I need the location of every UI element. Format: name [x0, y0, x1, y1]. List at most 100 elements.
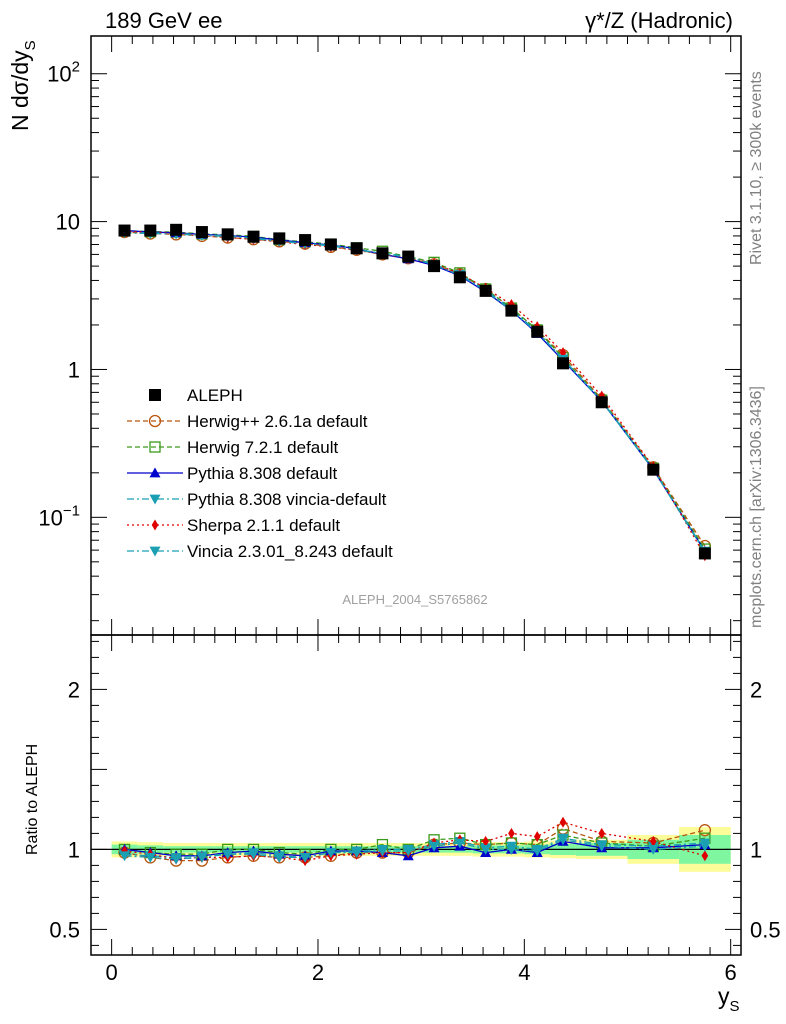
data-point	[557, 357, 570, 370]
ratio-uncertainty-band	[91, 827, 741, 872]
x-axis-title-sub: S	[730, 998, 740, 1015]
data-point	[647, 463, 660, 476]
main-y-tick-base: 10	[38, 505, 62, 530]
ratio-point-sherpa	[650, 835, 657, 847]
x-tick-label: 6	[725, 960, 737, 985]
plot-title-right: γ*/Z (Hadronic)	[585, 8, 733, 33]
data-point	[402, 250, 415, 263]
ratio-point-vincia	[248, 849, 259, 860]
analysis-label: ALEPH_2004_S5765862	[342, 592, 487, 607]
ratio-point-vincia	[596, 841, 608, 852]
data-point	[144, 224, 157, 237]
ratio-y-tick-label-left: 2	[68, 677, 80, 702]
ratio-point-vincia	[119, 851, 131, 862]
legend-marker-vincia	[149, 546, 161, 557]
data-point	[453, 271, 466, 284]
legend-label-data: ALEPH	[187, 386, 243, 405]
main-y-tick-exp: 2	[72, 59, 80, 76]
data-point	[698, 547, 711, 560]
ratio-point-vincia	[402, 846, 414, 857]
ratio-point-vincia	[170, 854, 182, 865]
data-point	[505, 304, 518, 317]
x-axis-title: yS	[718, 983, 740, 1015]
legend-marker-herwigpp	[148, 414, 162, 428]
ratio-point-vincia	[531, 846, 543, 857]
x-tick-label: 4	[518, 960, 530, 985]
legend-label-vincia: Vincia 2.3.01_8.243 default	[187, 542, 393, 561]
ratio-point-vincia	[351, 848, 363, 859]
ratio-point-herwigpp	[698, 824, 712, 837]
data-point	[428, 260, 441, 273]
data-point	[479, 284, 492, 297]
legend-marker-herwig7	[149, 441, 161, 453]
legend-marker-pythia	[149, 467, 161, 478]
x-tick-label: 0	[106, 960, 118, 985]
data-point	[195, 226, 208, 239]
legend-marker-sherpa	[151, 519, 159, 531]
ratio-point-vincia	[505, 845, 517, 855]
ratio-point-vincia	[428, 841, 440, 852]
data-point	[531, 325, 544, 338]
data-point	[595, 396, 608, 409]
legend-label-pythia_vincia: Pythia 8.308 vincia-default	[187, 490, 387, 509]
ratio-point-vincia	[699, 841, 711, 852]
ratio-line-sherpa	[124, 821, 706, 862]
ratio-point-vincia	[222, 849, 234, 860]
legend-item-pythia: Pythia 8.308 default	[127, 464, 338, 483]
legend-label-pythia: Pythia 8.308 default	[187, 464, 338, 483]
data-point	[273, 232, 286, 245]
data-point	[170, 223, 183, 236]
ratio-point-vincia	[273, 853, 285, 863]
ratio-point-vincia	[454, 838, 466, 849]
ratio-point-sherpa	[482, 835, 489, 847]
legend-item-vincia: Vincia 2.3.01_8.243 default	[127, 542, 393, 561]
ratio-point-sherpa	[701, 850, 709, 862]
legend-marker-data	[149, 389, 161, 401]
ratio-y-axis-title: Ratio to ALEPH	[24, 744, 41, 855]
ratio-y-tick-label-left: 1	[68, 837, 80, 862]
main-y-tick-label: 10	[56, 210, 80, 235]
ratio-point-vincia	[557, 835, 569, 846]
legend-item-herwig7: Herwig 7.2.1 default	[127, 438, 338, 457]
data-point	[350, 242, 363, 255]
main-y-tick-exp: −1	[63, 502, 80, 519]
data-point	[324, 238, 337, 251]
ratio-point-vincia	[647, 845, 659, 855]
rivet-label: Rivet 3.1.10, ≥ 300k events	[748, 71, 765, 265]
main-y-tick-label: 1	[68, 357, 80, 382]
legend-marker-pythia_vincia	[149, 494, 161, 505]
main-y-tick-label: 102	[47, 59, 80, 87]
ratio-y-tick-label-left: 0.5	[49, 917, 80, 942]
ratio-y-tick-label-right: 0.5	[750, 917, 781, 942]
ratio-point-sherpa	[508, 827, 515, 839]
legend-label-herwig7: Herwig 7.2.1 default	[187, 438, 338, 457]
main-y-tick-label: 10−1	[38, 502, 80, 530]
ratio-point-vincia	[376, 846, 388, 857]
data-point	[247, 230, 260, 243]
main-y-axis-title-text: N dσ/dy	[7, 50, 33, 131]
legend: ALEPH Herwig++ 2.6.1a default Herwig 7.2.1…	[127, 386, 393, 561]
data-point	[299, 234, 312, 247]
mcplots-label: mcplots.cern.ch [arXiv:1306.3436]	[748, 386, 765, 628]
legend-label-herwigpp: Herwig++ 2.6.1a default	[187, 412, 368, 431]
data-point	[221, 228, 234, 241]
ratio-point-vincia	[196, 853, 208, 863]
data-point	[118, 224, 131, 237]
ratio-series-lines	[118, 816, 712, 867]
ratio-line-herwig7	[124, 834, 705, 855]
ratio-point-vincia	[325, 848, 337, 859]
ratio-point-vincia	[144, 853, 156, 863]
ratio-point-vincia	[299, 853, 311, 863]
ratio-point-vincia	[480, 845, 492, 855]
ratio-y-tick-label-right: 1	[750, 837, 762, 862]
x-axis-title-text: y	[718, 983, 730, 1009]
legend-item-sherpa: Sherpa 2.1.1 default	[127, 516, 340, 535]
legend-item-pythia_vincia: Pythia 8.308 vincia-default	[127, 490, 387, 509]
ratio-frame	[90, 634, 742, 956]
data-point	[376, 247, 389, 260]
main-y-tick-base: 10	[47, 62, 71, 87]
x-tick-label: 2	[312, 960, 324, 985]
main-y-axis-title: N dσ/dyS	[7, 40, 39, 131]
